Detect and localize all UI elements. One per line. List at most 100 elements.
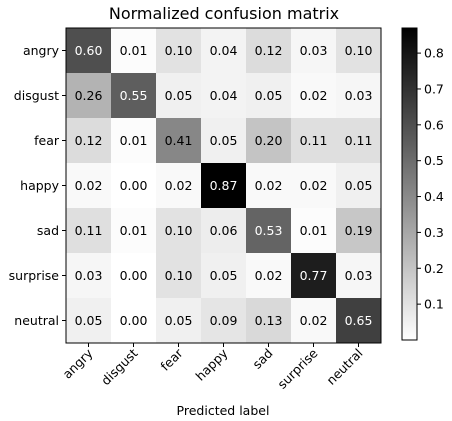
cell-value-label: 0.02 (300, 88, 328, 103)
heatmap-cell (246, 73, 291, 118)
chart-title: Normalized confusion matrix (109, 4, 339, 23)
cell-value-label: 0.01 (300, 223, 328, 238)
cell-value-label: 0.05 (75, 313, 103, 328)
heatmap-cell (66, 28, 111, 73)
cell-value-label: 0.02 (75, 178, 103, 193)
heatmap-cell (66, 163, 111, 208)
heatmap-cell (246, 298, 291, 343)
cell-value-label: 0.65 (345, 313, 373, 328)
colorbar-tick-label: 0.8 (424, 46, 444, 61)
cell-value-label: 0.01 (120, 43, 148, 58)
colorbar-ticks: 0.1 0.2 0.3 0.4 0.5 0.6 0.7 0.8 (417, 46, 444, 312)
heatmap-cell (246, 253, 291, 298)
heatmap-cell (291, 163, 336, 208)
cell-value-label: 0.12 (75, 133, 103, 148)
cell-value-label: 0.02 (300, 313, 328, 328)
colorbar-tick-label: 0.5 (424, 153, 444, 168)
heatmap-cell (291, 118, 336, 163)
heatmap-cell (201, 28, 246, 73)
cell-value-label: 0.55 (120, 88, 148, 103)
y-tick-label: happy (20, 178, 59, 193)
cell-value-label: 0.01 (120, 133, 148, 148)
cell-value-label: 0.09 (210, 313, 238, 328)
x-tick-label: fear (157, 345, 186, 374)
heatmap-cell (66, 298, 111, 343)
heatmap-cell (336, 163, 381, 208)
cell-value-label: 0.03 (345, 268, 373, 283)
cell-value-label: 0.05 (345, 178, 373, 193)
cell-value-label: 0.10 (165, 43, 193, 58)
cell-value-label: 0.04 (210, 43, 238, 58)
y-tick-label: surprise (9, 268, 60, 283)
cell-value-label: 0.06 (210, 223, 238, 238)
heatmap-cell (111, 298, 156, 343)
heatmap-cell (156, 163, 201, 208)
y-axis-ticks: angry disgust fear happy sad surprise neutral (9, 43, 66, 328)
heatmap-cell (111, 163, 156, 208)
heatmap-cell (291, 208, 336, 253)
cell-value-label: 0.10 (165, 223, 193, 238)
y-tick-label: disgust (14, 88, 59, 103)
heatmap-cell (246, 163, 291, 208)
heatmap-cell (336, 208, 381, 253)
heatmap-cell (336, 118, 381, 163)
heatmap-cell (201, 298, 246, 343)
heatmap-cell (156, 118, 201, 163)
cell-value-label: 0.10 (345, 43, 373, 58)
heatmap-cell (156, 208, 201, 253)
heatmap-cell (246, 118, 291, 163)
heatmap-cell (156, 28, 201, 73)
heatmap-cell (156, 73, 201, 118)
cell-value-label: 0.77 (300, 268, 328, 283)
cell-value-label: 0.02 (255, 268, 283, 283)
y-tick-label: sad (37, 223, 59, 238)
x-tick-label: angry (60, 345, 97, 382)
heatmap-cell (156, 298, 201, 343)
cell-value-label: 0.02 (255, 178, 283, 193)
heatmap-cell (336, 253, 381, 298)
cell-value-label: 0.13 (255, 313, 283, 328)
cell-value-label: 0.05 (165, 88, 193, 103)
cell-value-label: 0.01 (120, 223, 148, 238)
heatmap-cell (201, 118, 246, 163)
heatmap-cell (201, 163, 246, 208)
heatmap-cell (291, 73, 336, 118)
heatmap-cell (291, 28, 336, 73)
cell-value-label: 0.10 (165, 268, 193, 283)
heatmap-cell (156, 253, 201, 298)
cell-value-label: 0.53 (255, 223, 283, 238)
cell-value-label: 0.02 (165, 178, 193, 193)
cell-value-label: 0.00 (120, 313, 148, 328)
heatmap-cell (201, 73, 246, 118)
heatmap-cell (336, 73, 381, 118)
colorbar-tick-label: 0.1 (424, 297, 444, 312)
heatmap-cell (66, 118, 111, 163)
heatmap-cell (201, 253, 246, 298)
cell-value-label: 0.19 (345, 223, 373, 238)
cell-value-label: 0.11 (75, 223, 103, 238)
cell-value-label: 0.11 (300, 133, 328, 148)
heatmap-cell (246, 208, 291, 253)
cell-value-label: 0.03 (300, 43, 328, 58)
cell-value-label: 0.05 (210, 133, 238, 148)
heatmap-cells: 0.60 0.01 0.10 0.04 0.12 0.03 0.10 0.26 0.55 0.05… (66, 28, 381, 343)
cell-value-label: 0.00 (120, 268, 148, 283)
x-tick-label: surprise (274, 345, 320, 391)
cell-value-label: 0.12 (255, 43, 283, 58)
colorbar-tick-label: 0.2 (424, 261, 444, 276)
heatmap-cell (111, 118, 156, 163)
y-tick-label: neutral (14, 313, 59, 328)
heatmap-cell (111, 73, 156, 118)
cell-value-label: 0.03 (345, 88, 373, 103)
x-axis-title: Predicted label (177, 403, 270, 418)
x-tick-label: sad (249, 346, 275, 372)
heatmap-cell (66, 73, 111, 118)
cell-value-label: 0.26 (75, 88, 103, 103)
cell-value-label: 0.11 (345, 133, 373, 148)
cell-value-label: 0.41 (165, 133, 193, 148)
heatmap-cell (111, 208, 156, 253)
cell-value-label: 0.02 (300, 178, 328, 193)
cell-value-label: 0.05 (255, 88, 283, 103)
